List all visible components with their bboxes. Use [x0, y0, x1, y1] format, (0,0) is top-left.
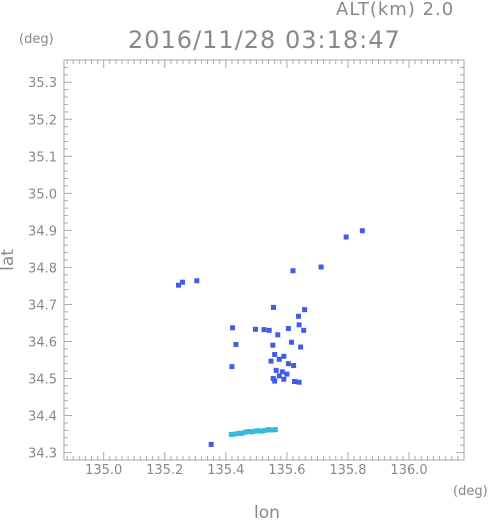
y-tick-label: 35.1: [28, 150, 57, 165]
echo-point: [230, 325, 236, 331]
echo-point-cyan: [239, 430, 245, 436]
echo-point: [194, 278, 200, 284]
echo-point: [273, 367, 279, 373]
y-tick-label: 35.2: [28, 113, 57, 128]
echo-point: [270, 304, 276, 310]
echo-point-cyan: [249, 429, 255, 435]
chart-title-datetime: 2016/11/28 03:18:47: [128, 26, 401, 54]
y-tick-label: 34.3: [28, 447, 57, 462]
x-tick-label: 135.6: [268, 463, 305, 478]
echo-point: [288, 339, 294, 345]
echo-point: [275, 332, 281, 338]
y-tick-label: 34.9: [28, 224, 57, 239]
echo-point: [179, 279, 185, 285]
x-tick-label: 135.8: [329, 463, 366, 478]
axis-ticks: [64, 59, 465, 461]
y-tick-label: 35.3: [28, 76, 57, 91]
data-marks: [176, 228, 365, 447]
echo-point: [318, 264, 324, 270]
echo-point: [229, 364, 235, 370]
echo-point: [285, 326, 291, 332]
echo-point: [292, 378, 298, 384]
echo-point: [301, 327, 307, 333]
x-tick-label: 135.2: [146, 463, 183, 478]
echo-point-cyan: [269, 427, 275, 433]
echo-point: [270, 376, 276, 382]
echo-point-cyan: [228, 431, 234, 437]
echo-point-cyan: [242, 429, 248, 435]
echo-point: [343, 234, 349, 240]
y-tick-label: 34.4: [28, 410, 57, 425]
echo-point: [252, 326, 258, 332]
echo-point-cyan: [252, 428, 258, 434]
echo-point: [290, 268, 296, 274]
echo-point: [276, 356, 282, 362]
echo-point: [281, 376, 287, 382]
echo-point-cyan: [256, 428, 262, 434]
echo-point-cyan: [262, 427, 268, 433]
echo-point: [276, 373, 282, 379]
echo-point-cyan: [235, 430, 241, 436]
echo-point: [268, 358, 274, 364]
y-tick-label: 34.8: [28, 261, 57, 276]
y-axis-unit: (deg): [19, 32, 54, 47]
altitude-label: ALT(km) 2.0: [336, 0, 455, 20]
echo-point: [281, 353, 287, 359]
echo-point: [296, 313, 302, 319]
echo-point-cyan: [259, 428, 265, 434]
echo-point: [296, 322, 302, 328]
tick-labels: 135.0 135.2 135.4 135.6 135.8 136.0 34.3 34.4 34…: [28, 76, 428, 478]
x-tick-label: 135.4: [207, 463, 244, 478]
echo-point: [296, 379, 302, 385]
echo-point: [279, 369, 285, 375]
y-tick-label: 34.5: [28, 373, 57, 388]
echo-point: [261, 327, 267, 333]
echo-point: [291, 363, 297, 369]
x-axis-label: lon: [254, 503, 280, 523]
echo-point: [284, 371, 290, 377]
echo-point: [266, 327, 272, 333]
y-tick-label: 35.0: [28, 187, 57, 202]
echo-point: [208, 441, 214, 447]
echo-point: [272, 378, 278, 384]
echo-point: [233, 341, 239, 347]
echo-point: [272, 351, 278, 357]
plot-frame: [63, 59, 465, 461]
y-tick-label: 34.7: [28, 298, 57, 313]
echo-point: [359, 228, 365, 234]
echo-point: [285, 361, 291, 367]
echo-point-cyan: [266, 427, 272, 433]
echo-point: [298, 344, 304, 350]
x-tick-label: 135.0: [85, 463, 122, 478]
echo-point-cyan: [232, 431, 238, 437]
echo-point: [176, 282, 182, 288]
x-axis-unit: (deg): [453, 484, 488, 499]
y-tick-label: 34.6: [28, 335, 57, 350]
echo-point-cyan: [245, 428, 251, 434]
x-tick-label: 136.0: [390, 463, 427, 478]
echo-point: [302, 307, 308, 313]
echo-point-cyan: [272, 427, 278, 433]
echo-point: [270, 342, 276, 348]
